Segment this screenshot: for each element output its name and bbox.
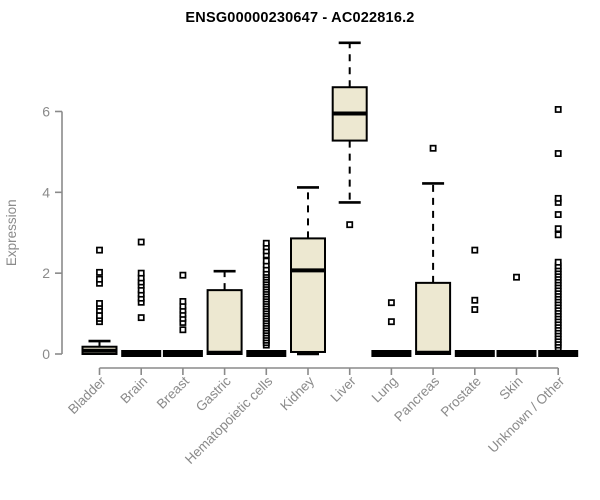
outlier-point (554, 106, 562, 113)
flat-box-brain (121, 350, 162, 357)
outlier-point (179, 271, 187, 279)
box-pancreas (415, 281, 452, 356)
outlier-point (554, 231, 562, 239)
x-category-label: Kidney (277, 373, 317, 413)
x-category-label: Liver (328, 373, 360, 405)
flat-box-hematopoietic-cells (246, 350, 287, 357)
x-category-label: Brain (117, 374, 150, 407)
outlier-point (346, 221, 354, 229)
x-category-label: Breast (154, 373, 192, 411)
x-category-label: Pancreas (391, 373, 442, 424)
outlier-point (179, 298, 187, 305)
outlier-point (554, 258, 562, 266)
outlier-point (513, 273, 520, 281)
flat-box-lung (371, 350, 412, 357)
flat-box-unknown-other (538, 350, 579, 357)
y-tick-label: 0 (42, 346, 50, 362)
box-gastric (206, 289, 243, 356)
x-category-label: Gastric (193, 373, 234, 414)
outlier-point (179, 326, 187, 334)
chart-title: ENSG00000230647 - AC022816.2 (185, 10, 415, 26)
outlier-point (96, 300, 103, 307)
outlier-point (96, 268, 103, 276)
box-kidney (290, 237, 326, 353)
outlier-point (554, 211, 562, 219)
flat-box-breast (162, 350, 203, 357)
outlier-point (137, 238, 145, 246)
outlier-point (471, 306, 479, 313)
x-category-label: Prostate (438, 374, 484, 420)
x-category-label: Skin (496, 374, 525, 403)
outlier-point (554, 194, 562, 202)
y-tick-label: 6 (42, 103, 50, 119)
outlier-point (262, 239, 270, 247)
outlier-point (96, 246, 103, 254)
outlier-point (262, 257, 270, 265)
outlier-point (429, 144, 437, 152)
flat-box-prostate (454, 350, 495, 357)
x-category-label: Unknown / Other (485, 373, 568, 456)
outlier-point (387, 299, 395, 307)
outlier-point (137, 269, 145, 277)
outlier-point (471, 296, 479, 304)
flat-box-skin (496, 350, 537, 357)
outlier-point (554, 225, 562, 233)
y-tick-label: 4 (42, 184, 50, 200)
outlier-point (387, 318, 395, 326)
outlier-point (554, 150, 562, 157)
y-axis-title: Expression (4, 199, 19, 266)
y-tick-label: 2 (42, 265, 50, 281)
outlier-point (96, 275, 103, 283)
outlier-point (137, 314, 145, 322)
x-category-label: Lung (369, 374, 401, 406)
x-category-label: Bladder (65, 373, 109, 417)
outlier-point (471, 246, 479, 254)
